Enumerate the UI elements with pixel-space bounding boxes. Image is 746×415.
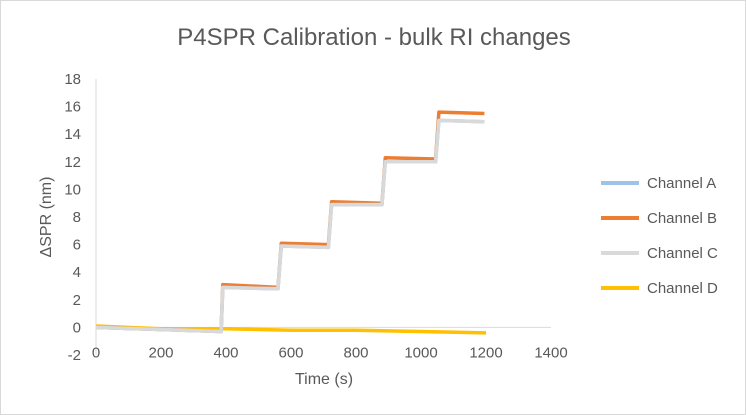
- x-tick-label: 1200: [469, 344, 502, 361]
- x-tick-label: 600: [278, 344, 303, 361]
- legend-label: Channel D: [647, 280, 718, 297]
- y-tick-label: 12: [64, 154, 81, 171]
- y-tick-label: 2: [73, 292, 81, 309]
- legend-label: Channel B: [647, 210, 717, 227]
- x-tick-label: 800: [343, 344, 368, 361]
- y-tick-label: 8: [73, 209, 81, 226]
- y-axis-label: ΔSPR (nm): [38, 177, 55, 258]
- plot-area: -2 0 2 4 6 8 10 12 14 16 18 0 200 400 600 800 1000 1200 14…: [64, 71, 567, 364]
- x-tick-label: 0: [92, 344, 100, 361]
- y-tick-label: 6: [73, 237, 81, 254]
- y-tick-label: 18: [64, 71, 81, 88]
- x-tick-label: 200: [148, 344, 173, 361]
- y-tick-label: -2: [68, 347, 81, 364]
- y-tick-label: 10: [64, 181, 81, 198]
- legend-label: Channel C: [647, 245, 718, 262]
- y-tick-label: 16: [64, 99, 81, 116]
- series-line-channel-c: [95, 118, 485, 334]
- y-tick-label: 0: [73, 319, 81, 336]
- x-tick-label: 1000: [404, 344, 437, 361]
- series-line-channel-a: [95, 118, 485, 334]
- legend-label: Channel A: [647, 175, 716, 192]
- y-tick-label: 4: [73, 264, 81, 281]
- y-tick-label: 14: [64, 126, 81, 143]
- x-tick-label: 1400: [534, 344, 567, 361]
- series-layer: [95, 110, 487, 335]
- chart-title: P4SPR Calibration - bulk RI changes: [177, 24, 571, 51]
- x-axis-label: Time (s): [295, 371, 353, 388]
- legend: Channel A Channel B Channel C Channel D: [601, 175, 718, 297]
- x-tick-label: 400: [213, 344, 238, 361]
- series-line-channel-b: [95, 110, 485, 334]
